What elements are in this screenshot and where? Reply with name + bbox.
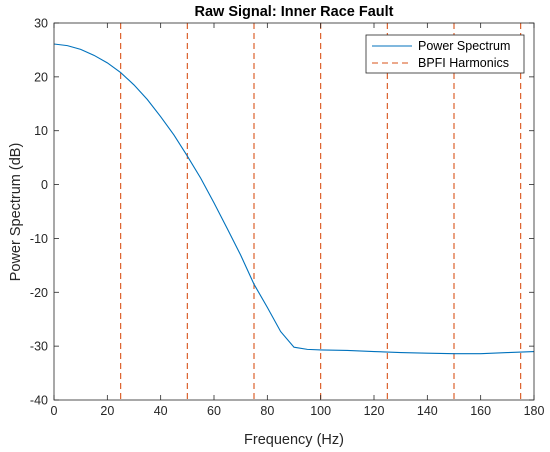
bpfi-harmonics-lines xyxy=(120,23,522,400)
y-tick-label: 20 xyxy=(34,70,48,84)
legend-box xyxy=(365,34,525,74)
x-tick-label: 60 xyxy=(207,404,221,418)
x-tick-label: 180 xyxy=(524,404,545,418)
y-axis-ticks: -40 -30 -20 -10 0 10 20 30 xyxy=(30,17,534,408)
x-tick-label: 120 xyxy=(364,404,385,418)
plot-frame xyxy=(53,22,535,401)
chart-title: Raw Signal: Inner Race Fault xyxy=(194,4,393,20)
legend-label-power-spectrum: Power Spectrum xyxy=(418,39,510,53)
x-tick-label: 160 xyxy=(470,404,491,418)
y-tick-label: -40 xyxy=(30,394,48,408)
x-axis-label: Frequency (Hz) xyxy=(244,432,344,448)
y-tick-label: -20 xyxy=(30,286,48,300)
y-tick-label: 30 xyxy=(34,17,48,31)
power-spectrum-line xyxy=(53,43,535,355)
y-tick-label: -10 xyxy=(30,232,48,246)
x-tick-label: 40 xyxy=(154,404,168,418)
x-tick-label: 80 xyxy=(260,404,274,418)
x-tick-label: 140 xyxy=(417,404,438,418)
y-axis-label: Power Spectrum (dB) xyxy=(8,143,24,282)
x-tick-label: 0 xyxy=(51,404,58,418)
x-axis-ticks: 0 20 40 60 80 100 120 140 160 180 xyxy=(51,23,545,418)
plot-area xyxy=(54,23,534,400)
x-tick-label: 100 xyxy=(310,404,331,418)
y-tick-label: -30 xyxy=(30,340,48,354)
y-tick-label: 0 xyxy=(41,178,48,192)
x-tick-label: 20 xyxy=(100,404,114,418)
legend: Power Spectrum BPFI Harmonics xyxy=(365,34,525,74)
legend-label-bpfi-harmonics: BPFI Harmonics xyxy=(418,56,509,70)
y-tick-label: 10 xyxy=(34,124,48,138)
